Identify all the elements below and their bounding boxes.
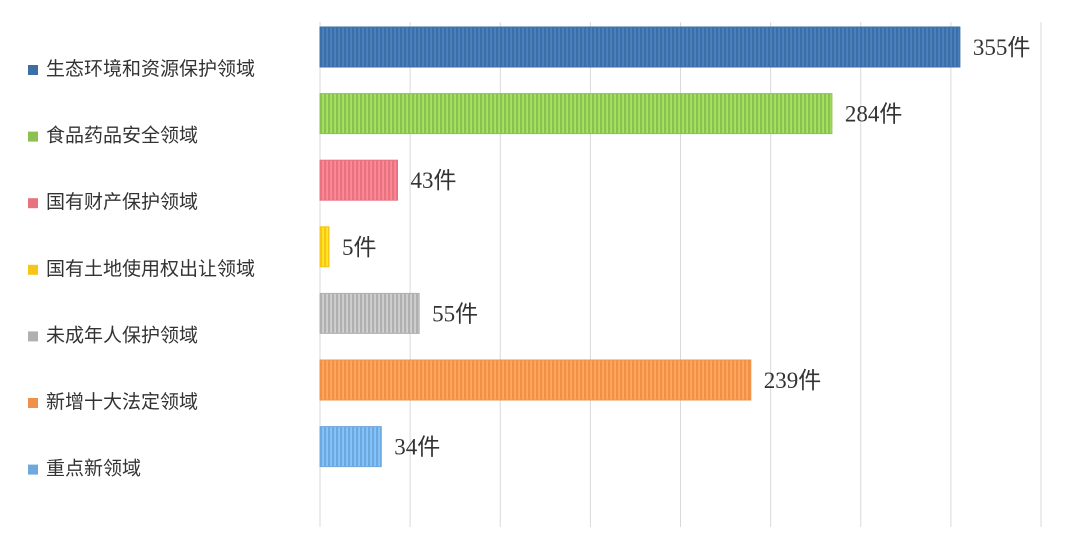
bar [319,359,752,401]
legend-swatch [28,131,38,142]
legend-swatch [28,331,38,342]
bar-value-label: 43件 [411,168,457,193]
legend-label: 重点新领域 [46,458,141,480]
legend-swatch [28,398,38,408]
bar [319,292,420,334]
bar [319,226,330,268]
bar-value-label: 5件 [342,235,377,260]
bar [319,93,833,135]
bar [319,26,961,68]
bar-value-label: 55件 [432,301,478,326]
bar-value-label: 239件 [764,368,822,393]
bar-value-label: 355件 [973,35,1030,60]
legend-swatch [28,464,38,475]
bar-value-label: 284件 [845,102,903,127]
legend-swatch [28,264,38,275]
legend: 生态环境和资源保护领域食品药品安全领域国有财产保护领域国有土地使用权出让领域未成… [28,58,255,480]
bar-value-label: 34件 [394,435,440,460]
legend-label: 国有土地使用权出让领域 [46,258,255,280]
legend-label: 生态环境和资源保护领域 [46,58,255,80]
bar [319,426,382,468]
bar [319,159,399,201]
legend-label: 国有财产保护领域 [46,191,198,213]
legend-swatch [28,198,38,209]
bars: 355件 284件 43件 5件 55件 239件 34件 [319,26,1030,468]
legend-label: 未成年人保护领域 [46,324,198,346]
legend-label: 食品药品安全领域 [46,125,198,147]
legend-swatch [28,65,38,75]
legend-label: 新增十大法定领域 [46,391,198,413]
